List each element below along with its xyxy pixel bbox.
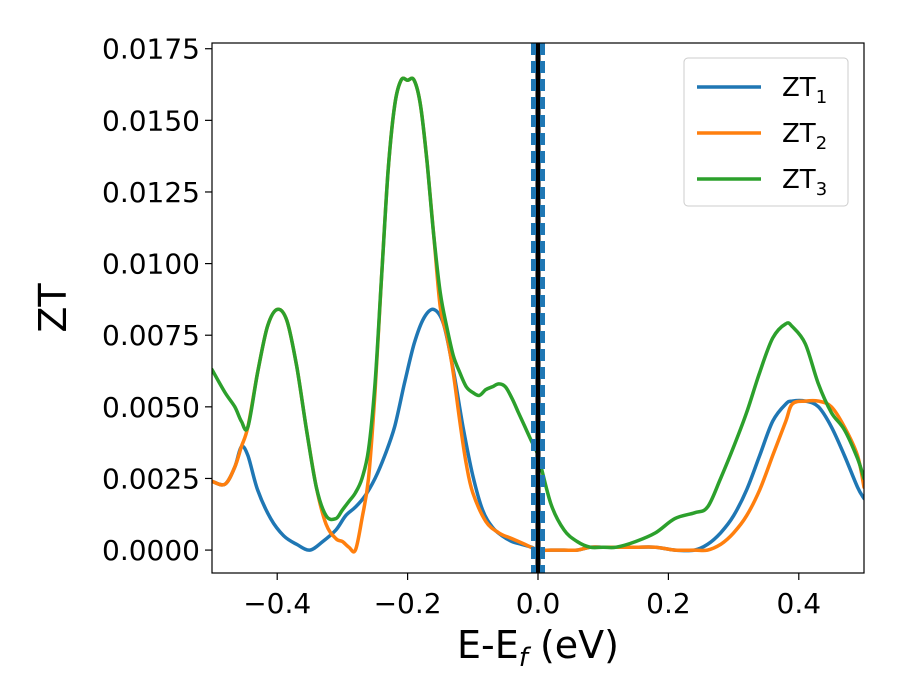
legend: ZT1 ZT2 ZT3 (683, 57, 849, 207)
x-axis-ticks: −0.4 −0.2 0.0 0.2 0.4 (243, 573, 821, 620)
y-axis-ticks: 0.0000 0.0025 0.0050 0.0075 0.0100 0.0125 0.01… (102, 33, 212, 567)
x-tick-label: −0.2 (374, 587, 442, 620)
y-tick-label: 0.0025 (102, 462, 200, 495)
x-tick-label: 0.2 (646, 587, 691, 620)
legend-label-zt2: ZT2 (782, 119, 827, 154)
legend-label-zt3: ZT3 (782, 165, 827, 200)
x-axis-title: E-Ef (eV) (457, 623, 619, 673)
y-tick-label: 0.0125 (102, 176, 200, 209)
y-tick-label: 0.0175 (102, 33, 200, 66)
series-line-zt3 (212, 76, 864, 550)
legend-entries: ZT1 ZT2 ZT3 (697, 73, 827, 200)
y-tick-label: 0.0150 (102, 104, 200, 137)
x-tick-label: 0.4 (777, 587, 822, 620)
y-tick-label: 0.0050 (102, 391, 200, 424)
x-tick-label: 0.0 (516, 587, 561, 620)
y-tick-label: 0.0100 (102, 248, 200, 281)
y-axis-title: ZT (31, 283, 75, 333)
legend-label-zt1: ZT1 (782, 73, 827, 108)
x-tick-label: −0.4 (243, 587, 311, 620)
y-tick-label: 0.0075 (102, 319, 200, 352)
series-layer (212, 76, 864, 554)
x-axis-title-unit: (eV) (528, 623, 619, 667)
y-tick-label: 0.0000 (102, 534, 200, 567)
legend-box (683, 57, 849, 207)
x-axis-title-main: E-E (457, 623, 519, 667)
